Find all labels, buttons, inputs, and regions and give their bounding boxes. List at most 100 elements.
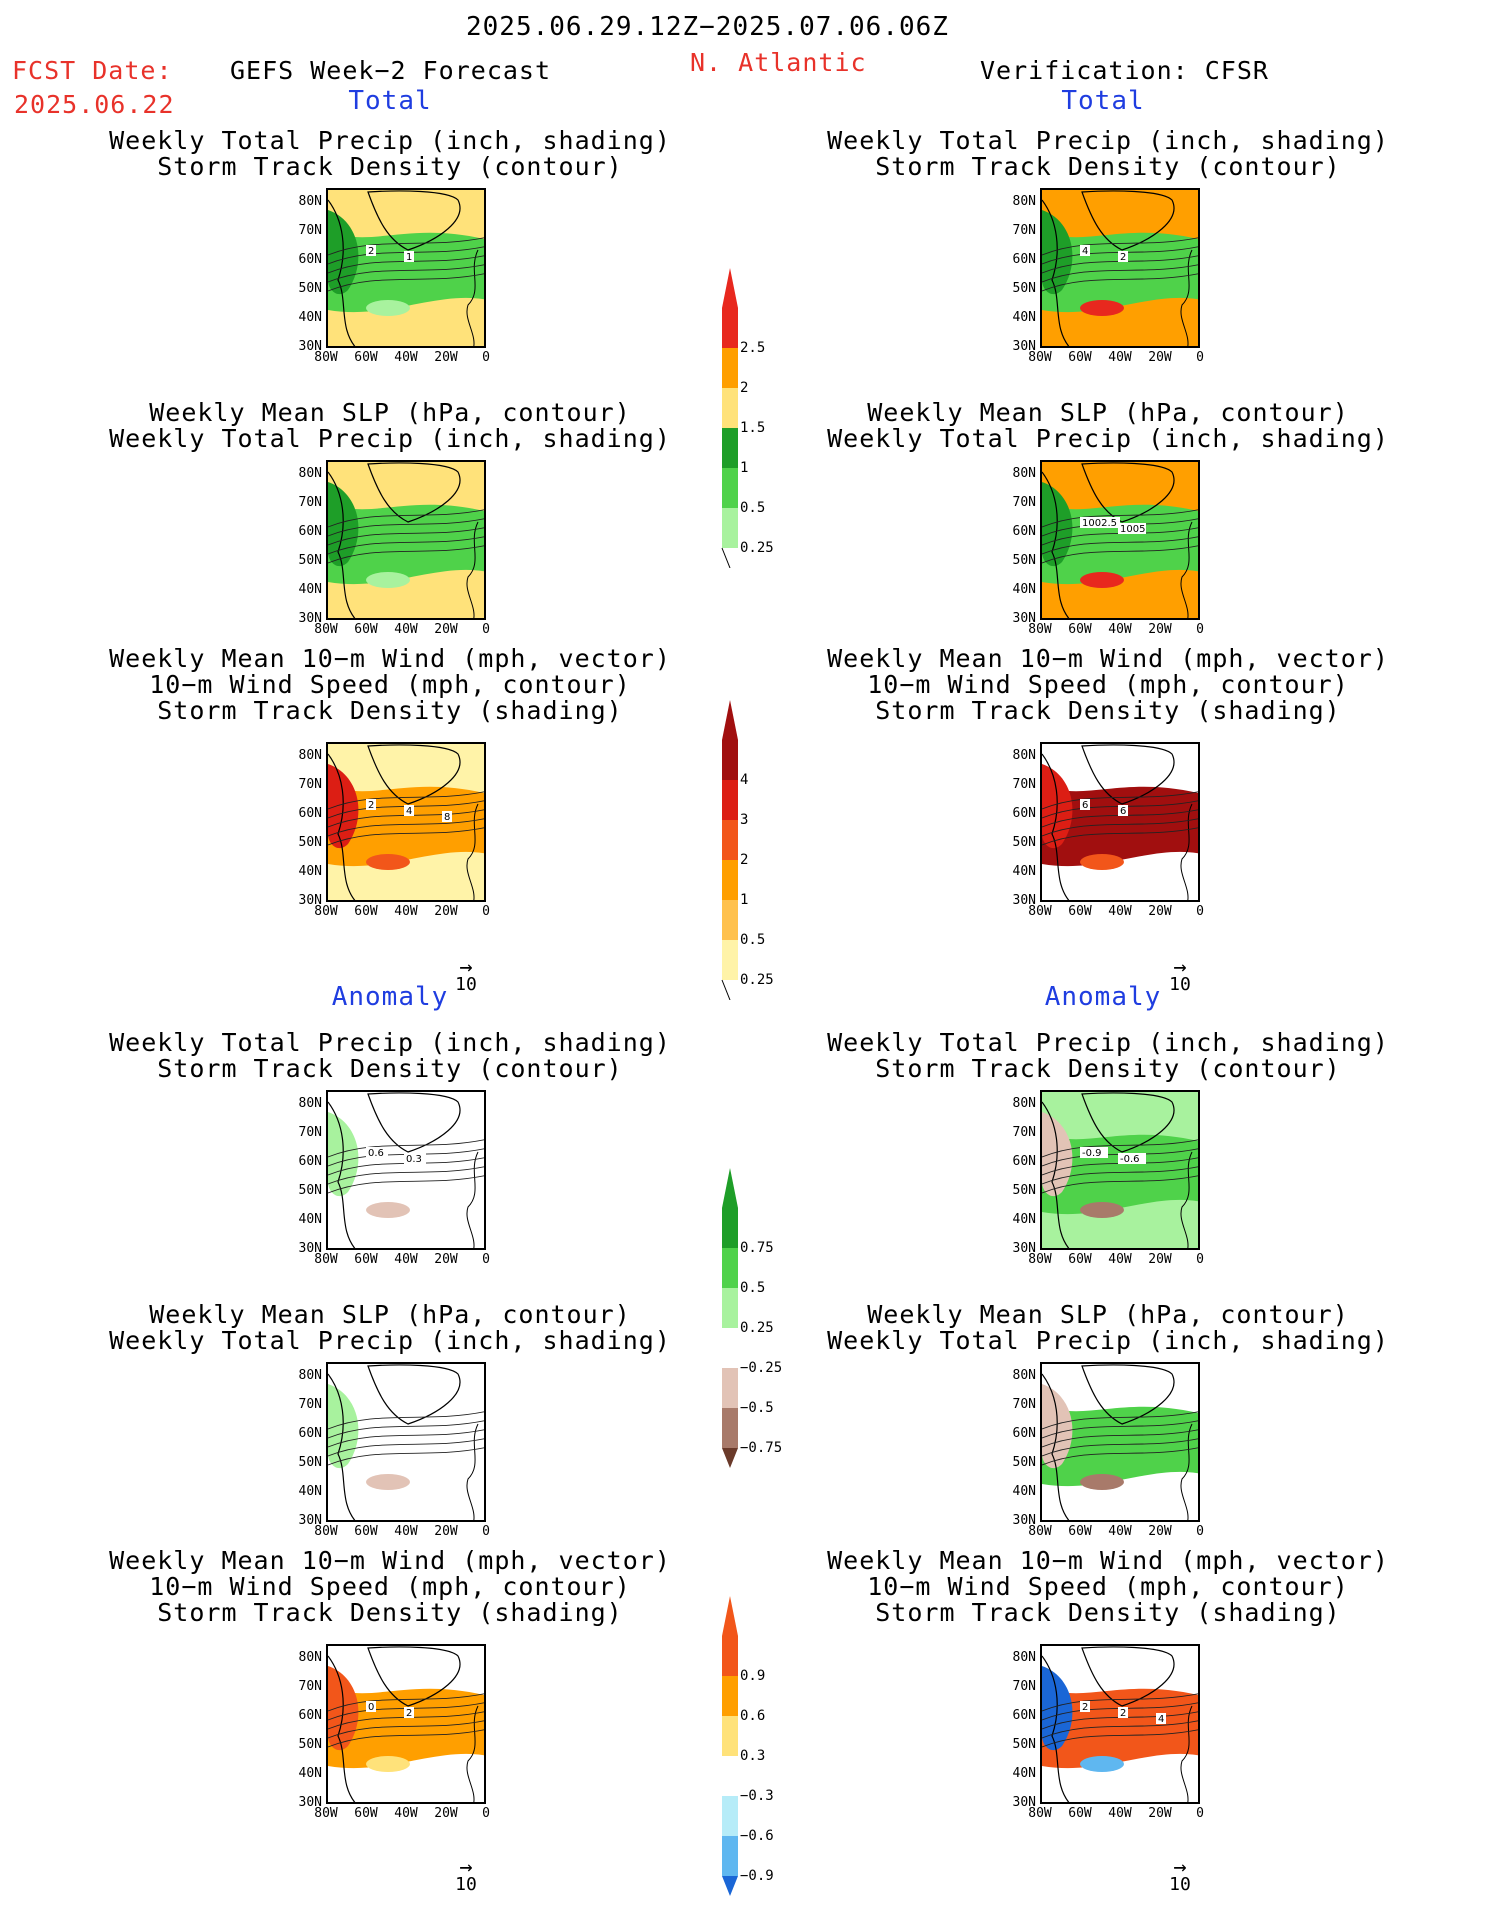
lat-tick-label: 30N [298,611,322,626]
lon-tick-label: 0 [1196,622,1204,637]
contour-line [1042,509,1198,528]
panel-title-line: Storm Track Density (contour) [875,1054,1341,1083]
contour-line [328,527,484,546]
panel-title-line: 10−m Wind Speed (mph, contour) [867,1572,1349,1601]
panel-title-line: Weekly Total Precip (inch, shading) [827,424,1389,453]
lat-tick-label: 80N [1012,194,1036,209]
lon-tick-label: 60W [1068,622,1092,637]
coastline-north-america [1042,1101,1070,1248]
lat-tick-label: 50N [298,553,322,568]
lon-tick-label: 20W [1148,622,1172,637]
contour-label-bg [1080,799,1090,810]
panel-title-line: Storm Track Density (contour) [875,152,1341,181]
panel-title-line: Storm Track Density (contour) [157,1054,623,1083]
lon-tick-label: 0 [482,1252,490,1267]
panel-title-line: Storm Track Density (contour) [157,152,623,181]
contour-label: 1002.5 [1082,518,1117,529]
vector-ref-r5-right: → 10 [1160,1855,1200,1896]
panel-title: Weekly Mean SLP (hPa, contour) Weekly Tot… [90,400,690,452]
colorbar-tick-label: −0.75 [740,1440,783,1456]
lat-tick-label: 70N [298,223,322,238]
contour-line [328,1420,484,1439]
lon-tick-label: 20W [434,350,458,365]
lat-tick-label: 40N [298,1766,322,1781]
lat-tick-label: 40N [1012,1766,1036,1781]
shading-region [366,300,410,316]
forecast-title: GEFS Week−2 Forecast [230,56,552,85]
panel-title-line: Weekly Mean SLP (hPa, contour) [867,1300,1349,1329]
coastline-greenland [367,1364,461,1425]
colorbar-tick-label: 1.5 [740,420,766,436]
panel-title: Weekly Total Precip (inch, shading) Storm… [808,128,1408,180]
lon-tick-label: 20W [434,1806,458,1821]
colorbar-tick-label: 4 [740,772,749,788]
lon-tick-label: 80W [1028,1806,1052,1821]
contour-label: 0.6 [368,1148,384,1159]
lat-tick-label: 70N [1012,1397,1036,1412]
lon-tick-label: 20W [1148,1524,1172,1539]
colorbar-swatch [722,428,738,468]
contour-label-bg [1080,517,1120,528]
contour-label: 6 [1120,806,1126,817]
colorbar-tick-label: 0.75 [740,1240,774,1256]
lon-tick-label: 20W [434,622,458,637]
contour-label: 1005 [1120,524,1145,535]
lat-tick-label: 40N [1012,582,1036,597]
contour-line [1042,827,1198,846]
lat-tick-label: 30N [298,339,322,354]
contour-line [328,791,484,810]
coastline-greenland [1081,1364,1175,1425]
colorbar-swatch [722,1368,738,1408]
shading-region [1080,1474,1124,1490]
colorbar-tick-label: 0.9 [740,1668,766,1684]
fcst-date-value: 2025.06.22 [14,90,175,119]
lon-tick-label: 0 [482,622,490,637]
contour-label-bg [1080,1701,1090,1712]
colorbar-top-triangle [722,700,738,740]
lat-tick-label: 50N [298,835,322,850]
colorbar-swatch [722,1248,738,1288]
colorbar-swatch [722,1328,738,1368]
colorbar-precip: 2.5 2 1.5 1 0.5 0.25 [720,268,774,572]
contour-line [328,237,484,256]
colorbar-swatch [722,1676,738,1716]
coastline-greenland [367,744,461,805]
colorbar-top-triangle [722,1596,738,1636]
lon-tick-label: 80W [1028,1252,1052,1267]
coastline-north-america [1042,753,1070,900]
lat-tick-label: 30N [298,893,322,908]
lon-tick-label: 80W [1028,904,1052,919]
lat-tick-label: 40N [1012,864,1036,879]
contour-line [1042,237,1198,256]
contour-line [328,1729,484,1748]
lat-tick-label: 70N [1012,1679,1036,1694]
colorbar-tick-label: 2.5 [740,340,766,356]
lat-tick-label: 80N [1012,466,1036,481]
lat-tick-label: 50N [1012,835,1036,850]
lat-tick-label: 80N [298,1368,322,1383]
panel-title-line: Weekly Mean SLP (hPa, contour) [149,1300,631,1329]
contour-label-bg [1118,805,1128,816]
lat-tick-label: 50N [1012,281,1036,296]
colorbar-swatch [722,1716,738,1756]
contour-label: 2 [368,246,374,257]
map-panel: 0.6 0.3 [326,1090,486,1250]
colorbar-tick-label: −0.9 [740,1868,774,1884]
panel-title-line: 10−m Wind Speed (mph, contour) [149,1572,631,1601]
panel-title-line: Weekly Total Precip (inch, shading) [109,1326,671,1355]
coastline-north-america [328,753,356,900]
shading-region [1080,1202,1124,1218]
vector-ref-r2-left: → 10 [446,957,486,996]
lat-tick-label: 30N [1012,611,1036,626]
lat-tick-label: 50N [1012,1737,1036,1752]
panel-title: Weekly Mean 10−m Wind (mph, vector) 10−m … [90,1548,690,1626]
colorbar-swatch [722,1836,738,1876]
contour-label: 2 [406,1708,412,1719]
lat-tick-label: 60N [298,1426,322,1441]
coastline-greenland [367,190,461,251]
colorbar-precip_anom: 0.75 0.5 0.25 −0.25 −0.5 −0.75 [720,1168,782,1472]
arrow-icon: → [1173,1855,1187,1880]
lat-tick-label: 80N [1012,1368,1036,1383]
contour-line [1042,536,1198,555]
panel-title: Weekly Mean 10−m Wind (mph, vector) 10−m … [808,646,1408,724]
